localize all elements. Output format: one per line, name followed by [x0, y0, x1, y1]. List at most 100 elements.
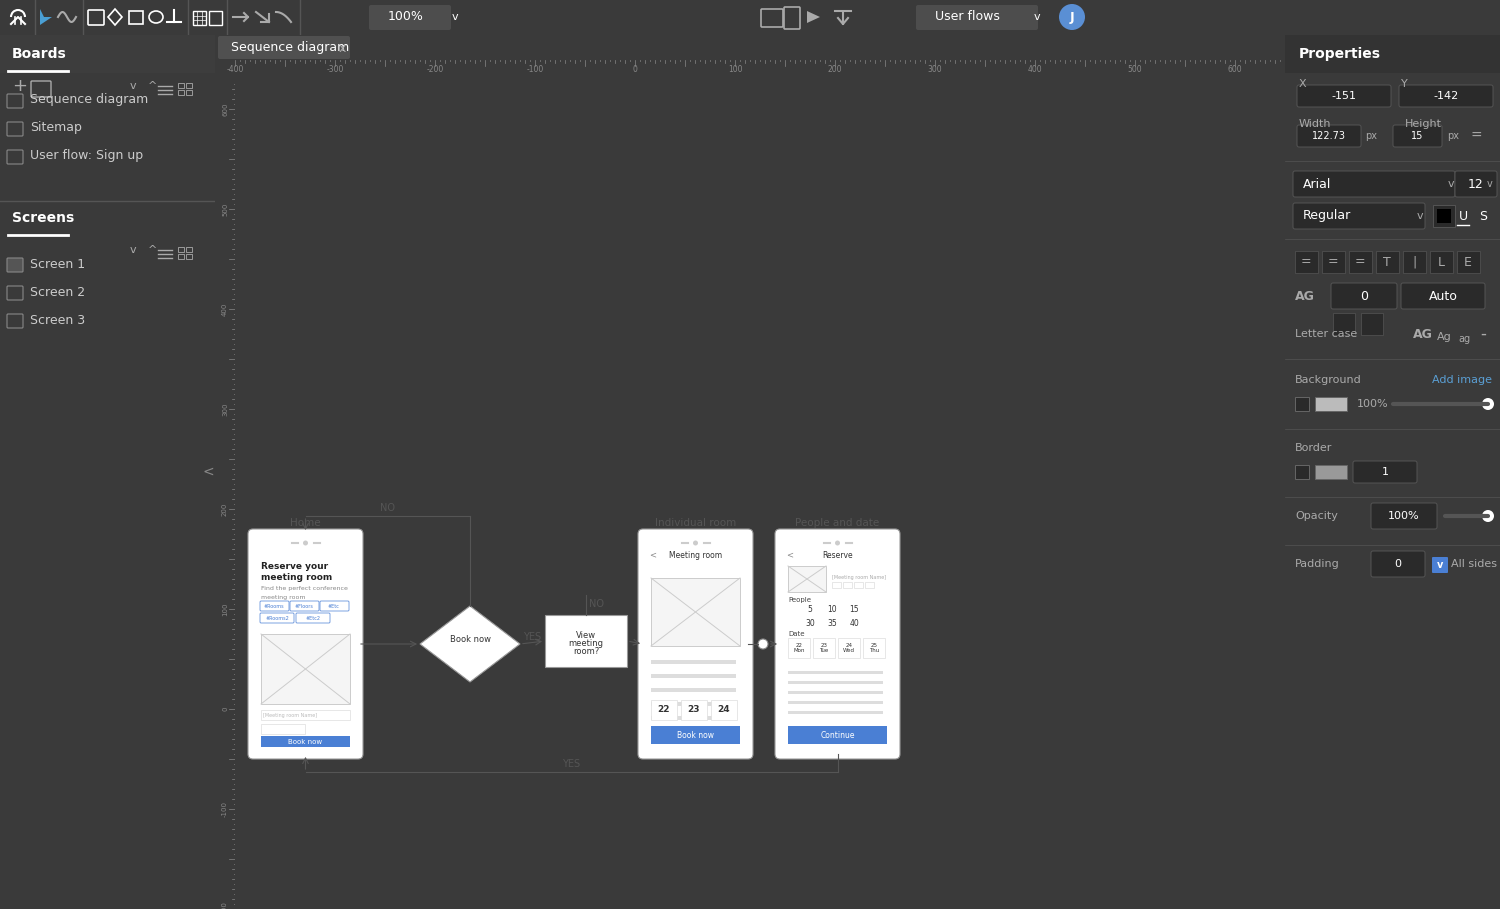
Text: -200: -200 [426, 65, 444, 75]
Text: x: x [339, 42, 346, 55]
Bar [651, 674, 736, 678]
Text: 0: 0 [1395, 559, 1401, 569]
Bar [651, 700, 676, 720]
Text: Sequence diagram: Sequence diagram [30, 94, 148, 106]
Text: #Etc: #Etc [328, 604, 340, 608]
Text: 600: 600 [222, 102, 228, 115]
FancyBboxPatch shape [1330, 283, 1396, 309]
Bar [788, 701, 883, 704]
Text: 600: 600 [1227, 65, 1242, 75]
Text: 12: 12 [1468, 177, 1484, 191]
Text: 400: 400 [1028, 65, 1042, 75]
Text: v: v [130, 245, 136, 255]
Circle shape [303, 541, 307, 545]
Text: Meeting room: Meeting room [669, 552, 722, 561]
Bar [788, 726, 886, 744]
FancyBboxPatch shape [8, 258, 22, 272]
Text: Boards: Boards [12, 47, 66, 61]
FancyBboxPatch shape [1293, 203, 1425, 229]
Text: 200: 200 [828, 65, 843, 75]
Text: U: U [1458, 209, 1467, 223]
Text: 200: 200 [222, 503, 228, 515]
Bar [178, 254, 184, 259]
Text: 40: 40 [849, 618, 859, 627]
Text: 1: 1 [1382, 467, 1389, 477]
Text: Individual room: Individual room [656, 518, 736, 528]
Bar [833, 582, 842, 588]
Text: 400: 400 [222, 303, 228, 315]
FancyBboxPatch shape [1401, 283, 1485, 309]
Text: meeting: meeting [568, 638, 603, 647]
Text: User flow: Sign up: User flow: Sign up [30, 149, 142, 163]
Bar [261, 634, 350, 704]
Bar [186, 254, 192, 259]
FancyBboxPatch shape [1298, 125, 1360, 147]
Text: Border: Border [1294, 443, 1332, 453]
Text: Y: Y [1401, 79, 1407, 89]
Bar [261, 710, 350, 720]
Text: =: = [1354, 255, 1365, 268]
Polygon shape [40, 9, 53, 25]
Text: L: L [1437, 255, 1444, 268]
Text: -200: -200 [222, 901, 228, 909]
Text: <: < [786, 550, 794, 559]
Text: YES: YES [524, 632, 542, 642]
Text: 24: 24 [717, 705, 730, 714]
Text: Sequence diagram: Sequence diagram [231, 42, 350, 55]
Bar [853, 582, 862, 588]
Bar [1294, 465, 1310, 479]
Circle shape [1059, 4, 1084, 30]
Circle shape [693, 541, 698, 545]
FancyBboxPatch shape [320, 601, 350, 611]
Text: 30: 30 [806, 618, 814, 627]
Text: User flows: User flows [934, 11, 1000, 24]
Bar [1286, 35, 1500, 73]
Text: 0: 0 [1360, 289, 1368, 303]
Bar [651, 660, 736, 664]
Text: 22: 22 [657, 705, 670, 714]
Text: meeting room: meeting room [261, 573, 333, 582]
FancyBboxPatch shape [776, 529, 900, 759]
Bar [1348, 251, 1372, 273]
Text: px: px [1365, 131, 1377, 141]
FancyBboxPatch shape [1394, 125, 1441, 147]
Text: [Meeting room Name]: [Meeting room Name] [833, 575, 886, 581]
FancyBboxPatch shape [1371, 551, 1425, 577]
Bar [129, 11, 142, 24]
Bar [1437, 209, 1450, 223]
Polygon shape [420, 606, 520, 682]
Text: All sides: All sides [1450, 559, 1497, 569]
Text: Padding: Padding [1294, 559, 1340, 569]
Bar [194, 11, 206, 25]
Text: Date: Date [788, 631, 804, 637]
Bar [651, 578, 740, 646]
Text: #Rooms2: #Rooms2 [266, 615, 290, 621]
Bar [261, 736, 350, 747]
Text: Width: Width [1299, 119, 1332, 129]
FancyBboxPatch shape [1353, 461, 1418, 483]
FancyBboxPatch shape [217, 36, 350, 59]
Text: 25
Thu: 25 Thu [868, 643, 879, 654]
Polygon shape [807, 11, 820, 23]
Text: 500: 500 [1128, 65, 1143, 75]
FancyBboxPatch shape [1371, 503, 1437, 529]
Circle shape [758, 639, 768, 649]
Text: ^: ^ [148, 245, 158, 255]
Circle shape [836, 541, 840, 545]
FancyBboxPatch shape [1400, 85, 1492, 107]
Text: S: S [1479, 209, 1486, 223]
FancyBboxPatch shape [1293, 171, 1455, 197]
Bar [209, 11, 222, 25]
Text: Background: Background [1294, 375, 1362, 385]
Text: 100%: 100% [388, 11, 424, 24]
Text: <: < [650, 550, 656, 559]
Bar [178, 90, 184, 95]
Bar [1360, 313, 1383, 335]
Text: -151: -151 [1332, 91, 1356, 101]
Text: NO: NO [590, 599, 604, 609]
FancyBboxPatch shape [260, 613, 294, 623]
Text: People: People [788, 597, 812, 603]
Bar [788, 671, 883, 674]
Bar [788, 681, 883, 684]
Bar [788, 691, 883, 694]
